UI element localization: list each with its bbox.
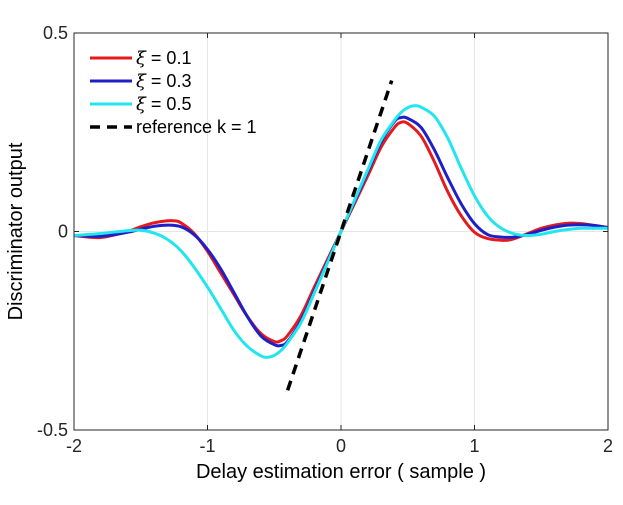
y-tick-label: -0.5 xyxy=(37,420,68,440)
legend-symbol: ξ xyxy=(136,71,147,92)
tick-layer: -2 -1 0 1 2 -0.5 0 0.5 xyxy=(37,23,613,456)
legend-symbol: ξ xyxy=(136,48,147,69)
legend-label-3: ξ = 0.5 xyxy=(136,94,191,115)
x-tick-label: 0 xyxy=(336,436,346,456)
series-line-4 xyxy=(285,80,394,391)
legend-label-2: ξ = 0.3 xyxy=(136,71,191,92)
x-tick-label: -2 xyxy=(66,436,82,456)
series-line-3 xyxy=(73,104,608,359)
y-tick-label: 0.5 xyxy=(43,23,68,43)
x-axis-label: Delay estimation error ( sample ) xyxy=(196,461,486,483)
x-tick-label: 1 xyxy=(469,436,479,456)
legend-label-1: ξ = 0.1 xyxy=(136,48,191,69)
legend-symbol: ξ xyxy=(136,94,147,115)
legend-value: = 0.1 xyxy=(146,48,192,68)
legend-value: = 0.5 xyxy=(146,94,192,114)
legend-value: = 0.3 xyxy=(146,71,192,91)
y-tick-label: 0 xyxy=(58,222,68,242)
x-tick-label: 2 xyxy=(603,436,613,456)
series-layer xyxy=(73,80,609,391)
x-tick-label: -1 xyxy=(199,436,215,456)
legend-label-4: reference k = 1 xyxy=(136,117,257,137)
y-axis-label: Discriminator output xyxy=(5,142,27,320)
legend-value: reference k = 1 xyxy=(136,117,257,137)
